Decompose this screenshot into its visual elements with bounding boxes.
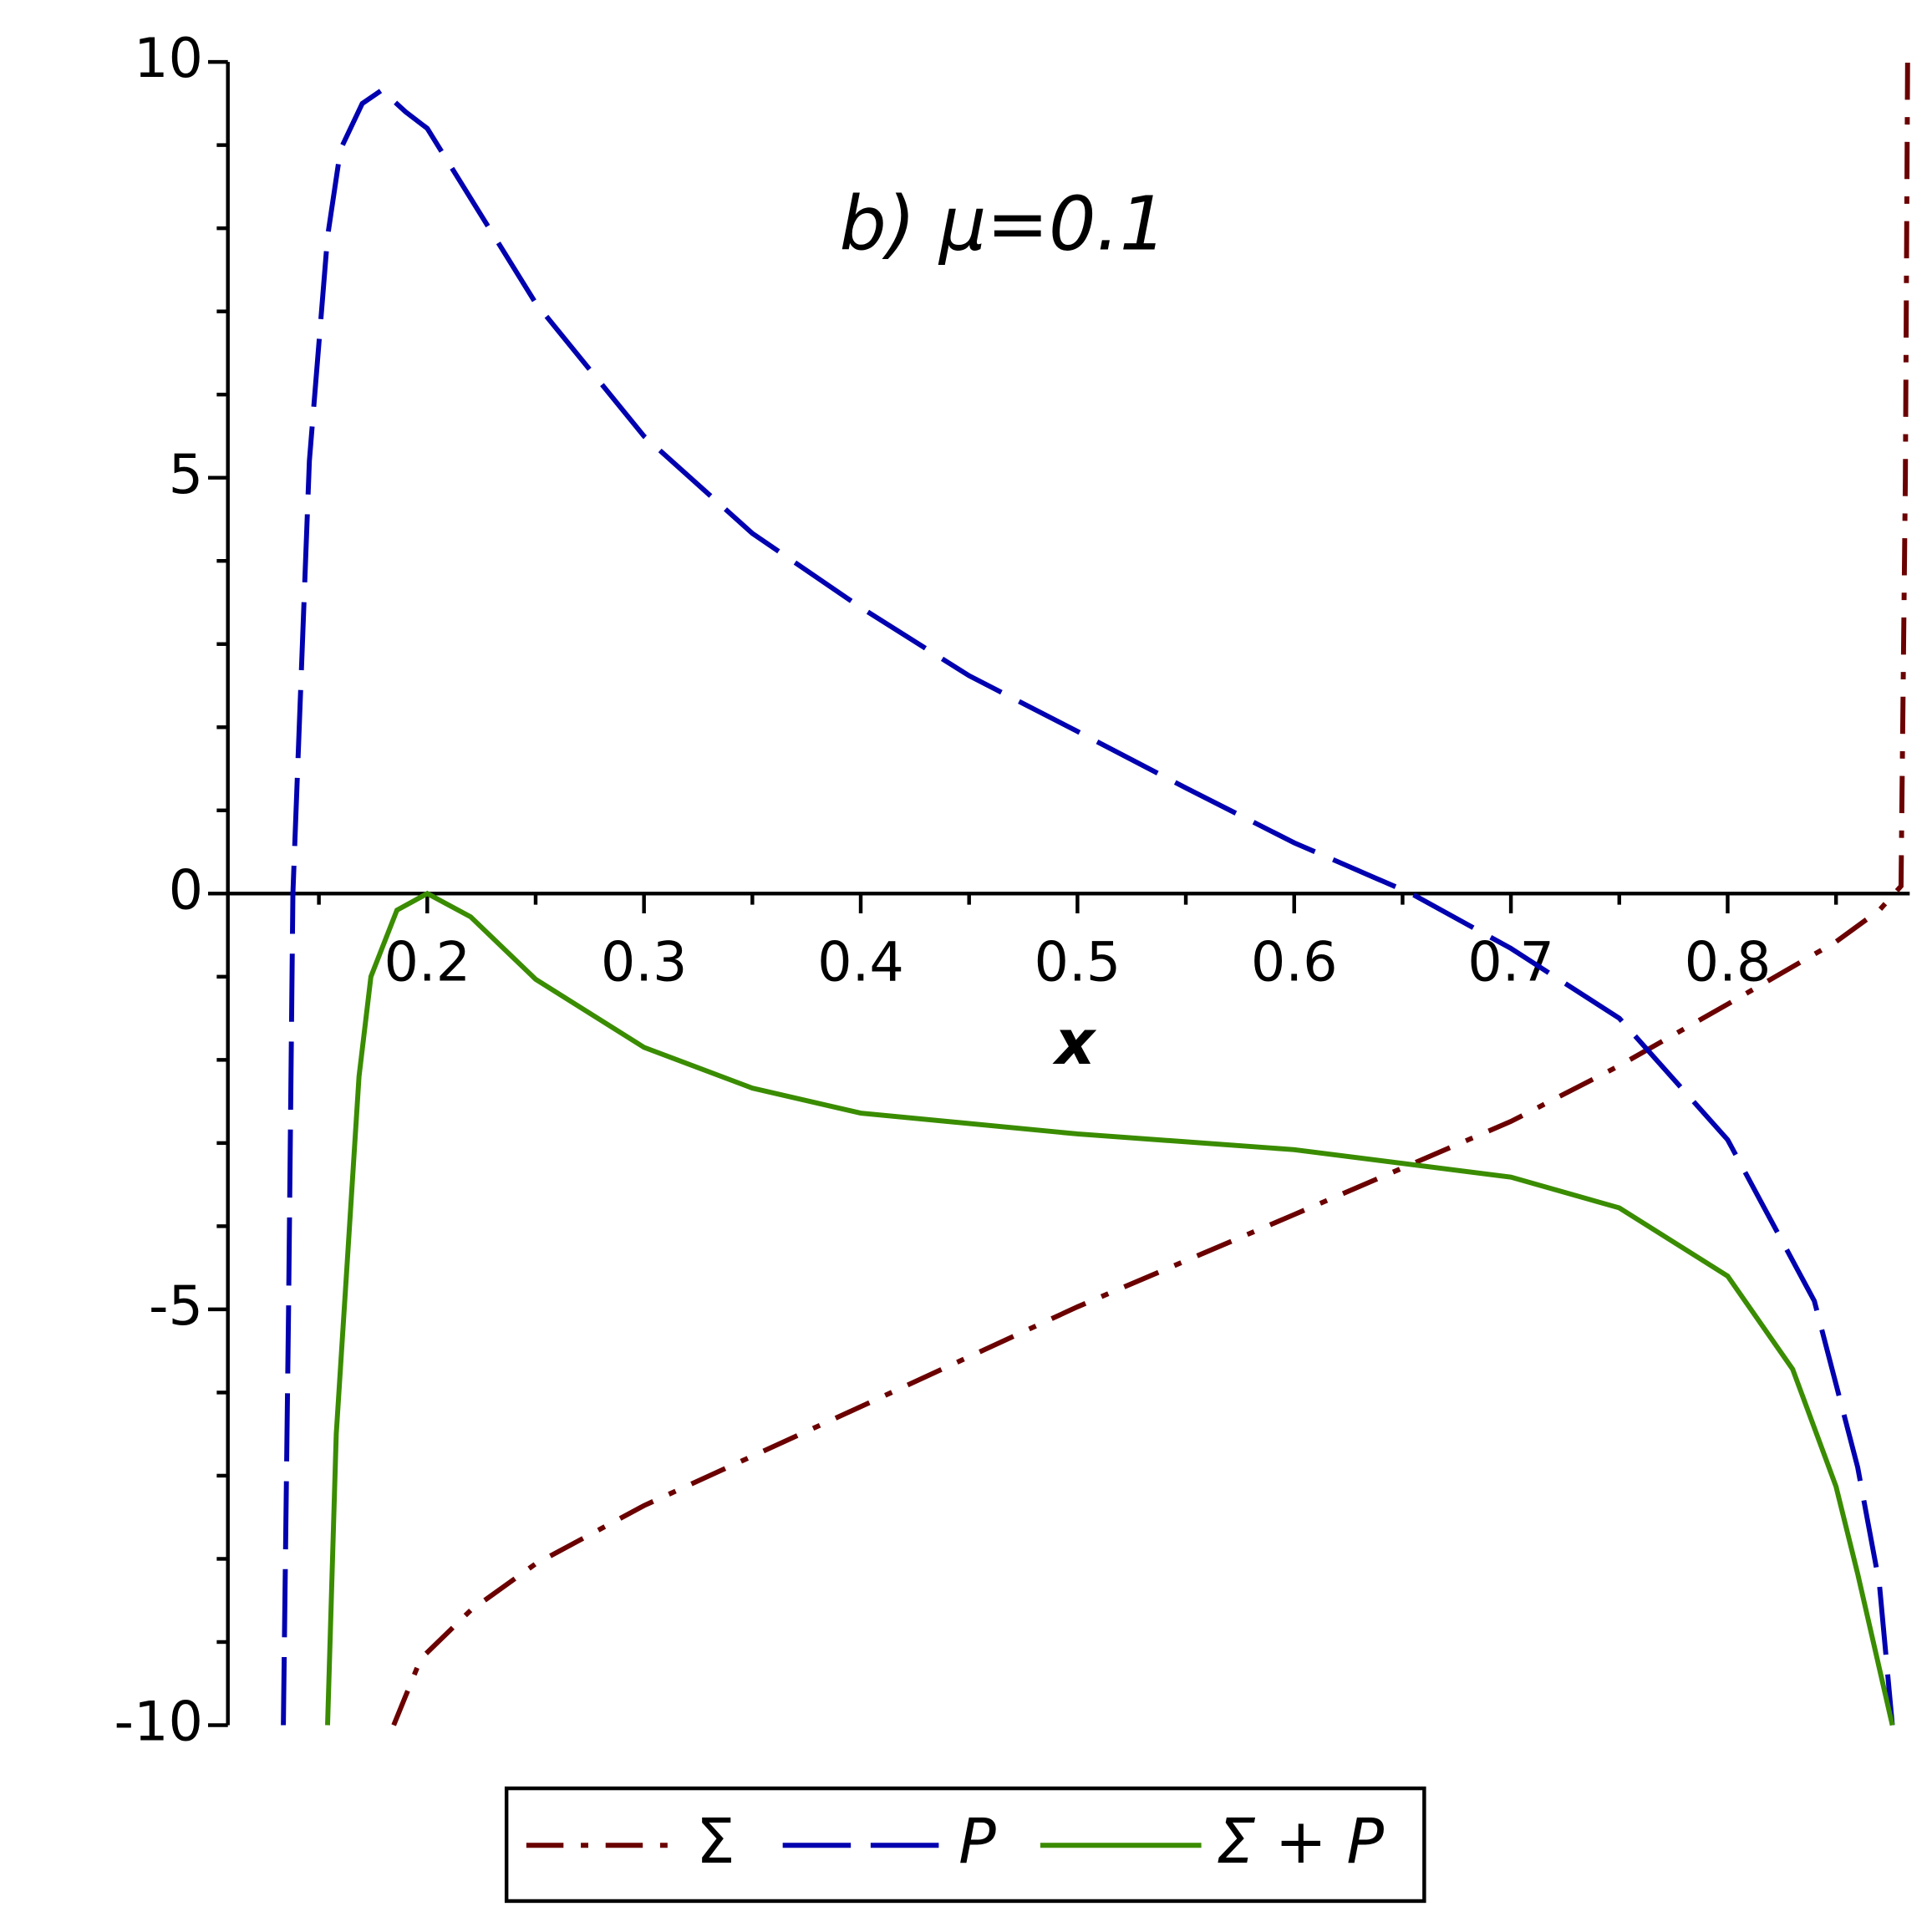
x-tick-label: 0.2 — [384, 930, 470, 994]
y-tick-label: 5 — [169, 443, 203, 506]
series-line — [325, 890, 1895, 1726]
x-tick-label: 0.3 — [601, 930, 688, 994]
legend-label: P — [958, 1806, 996, 1878]
x-tick-label: 0.6 — [1251, 930, 1338, 994]
annotation: b) μ=0.1 — [840, 180, 1167, 267]
y-tick-label: -5 — [149, 1274, 203, 1338]
x-tick-label: 0.5 — [1035, 930, 1121, 994]
x-axis-label: x — [1052, 1007, 1097, 1079]
x-tick-label: 0.4 — [817, 930, 904, 994]
x-tick-label: 0.8 — [1685, 930, 1772, 994]
series-line — [281, 87, 1895, 1726]
series-line — [391, 62, 1910, 1726]
y-tick-label: -10 — [114, 1690, 204, 1754]
y-tick-label: 10 — [134, 27, 203, 90]
legend-label: Σ + P — [1216, 1806, 1384, 1878]
legend — [504, 1786, 1426, 1904]
y-tick-label: 0 — [169, 858, 203, 922]
x-tick-label: 0.7 — [1467, 930, 1554, 994]
legend-label: Σ — [696, 1806, 735, 1878]
